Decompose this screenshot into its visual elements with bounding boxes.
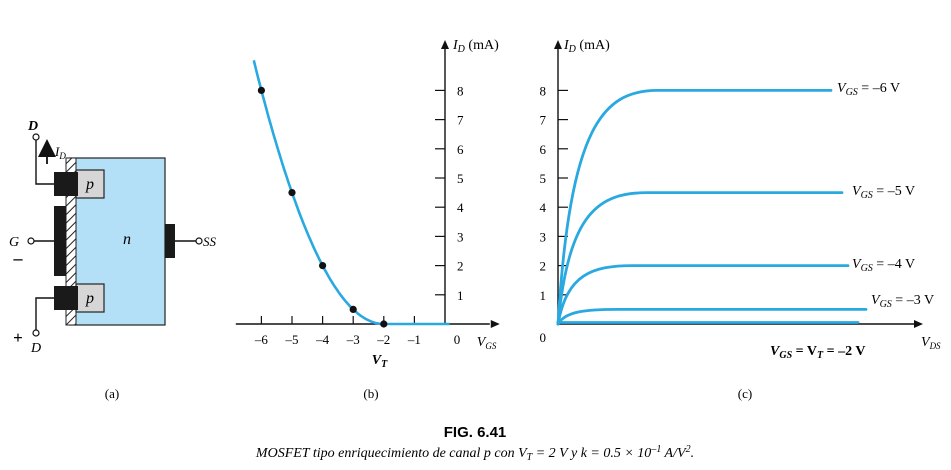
x-tick-label: –1	[407, 332, 421, 347]
data-point	[319, 262, 327, 270]
data-point	[349, 305, 357, 313]
y-tick-label: 4	[540, 200, 547, 215]
data-point	[288, 189, 296, 197]
y-tick-label: 7	[540, 113, 547, 128]
x-axis-arrow-icon	[914, 320, 923, 328]
label-d-top: D	[27, 119, 38, 134]
x-tick-label: –2	[376, 332, 390, 347]
series-label: VGS = –5 V	[852, 184, 915, 201]
drain-terminal-top	[32, 133, 40, 141]
x-tick-label: –3	[346, 332, 360, 347]
x-tick-label: –5	[285, 332, 299, 347]
y-tick-label: 4	[457, 200, 464, 215]
y-axis-arrow-icon	[554, 40, 562, 49]
x-axis-label: VDS	[921, 335, 941, 351]
caption-c: (c)	[738, 386, 752, 401]
p-region-top	[75, 169, 105, 199]
drain-wire-bottom	[35, 297, 54, 330]
series-label: VGS = –3 V	[871, 293, 934, 310]
caption-a: (a)	[105, 386, 119, 401]
label-d-bottom: D	[30, 341, 41, 356]
drain-contact-bottom	[54, 286, 78, 310]
drain-curve	[556, 308, 868, 326]
y-tick-label: 1	[457, 288, 464, 303]
drain-characteristics-chart: 1 2 3 4 5 6 7 8 0 ID (mA) VDS VGS = –6 V VGS = –5 V V…	[540, 38, 942, 361]
y-tick-label: 8	[540, 83, 547, 98]
y-tick-label: 8	[457, 83, 464, 98]
x-tick-label: 0	[454, 332, 461, 347]
drain-wire-top	[35, 140, 54, 185]
drain-terminal-bottom	[32, 329, 40, 337]
label-n: n	[123, 231, 131, 248]
figure-number: FIG. 6.41	[444, 424, 507, 441]
label-ss: SS	[203, 234, 217, 249]
figure-caption: MOSFET tipo enriquecimiento de canal p c…	[255, 444, 694, 463]
gate-plate	[54, 206, 66, 276]
y-tick-label: 3	[457, 229, 464, 244]
series-label: VGS = –6 V	[837, 81, 900, 98]
transfer-chart: –6 –5 –4 –3 –2 –1 0 1 2 3 4 5 6 7 8 ID (mA) VGS VT	[235, 38, 500, 370]
x-tick-label: –4	[315, 332, 330, 347]
label-p-bottom: p	[85, 290, 94, 307]
series-label: VGS = –4 V	[852, 257, 915, 274]
y-axis-arrow-icon	[441, 40, 449, 49]
y-tick-label: 5	[457, 171, 464, 186]
transfer-curve	[252, 59, 450, 326]
x-tick-label: –6	[254, 332, 269, 347]
label-id: ID	[54, 144, 66, 161]
ss-terminal	[195, 237, 203, 245]
y-tick-label: 2	[540, 259, 547, 274]
caption-b: (b)	[363, 386, 378, 401]
y-axis-label: ID (mA)	[452, 38, 499, 55]
y-tick-label: 6	[457, 142, 464, 157]
label-minus: –	[13, 248, 24, 268]
y-tick-label: 6	[540, 142, 547, 157]
y-axis-label: ID (mA)	[563, 38, 610, 55]
y-tick-label: 3	[540, 229, 547, 244]
ss-contact	[165, 224, 175, 258]
data-point	[257, 86, 265, 94]
x-axis-arrow-icon	[490, 320, 500, 328]
data-point	[380, 320, 388, 328]
drain-curve	[556, 191, 844, 326]
x-axis-label: VGS	[477, 335, 497, 351]
drain-curve	[556, 264, 850, 326]
gate-terminal	[27, 237, 35, 245]
mosfet-symbol: D ID G – SS + D p p n	[9, 119, 217, 356]
label-plus: +	[13, 328, 23, 347]
label-g: G	[9, 235, 19, 250]
y-tick-label: 2	[457, 259, 464, 274]
drain-contact-top	[54, 172, 78, 196]
series-label: VGS = VT = –2 V	[770, 344, 865, 361]
y-tick-label: 1	[540, 288, 547, 303]
x-tick-label: 0	[540, 330, 547, 345]
drain-curve	[556, 89, 833, 326]
label-p-top: p	[85, 176, 94, 193]
vt-label: VT	[372, 353, 388, 370]
y-tick-label: 5	[540, 171, 547, 186]
y-tick-label: 7	[457, 113, 464, 128]
